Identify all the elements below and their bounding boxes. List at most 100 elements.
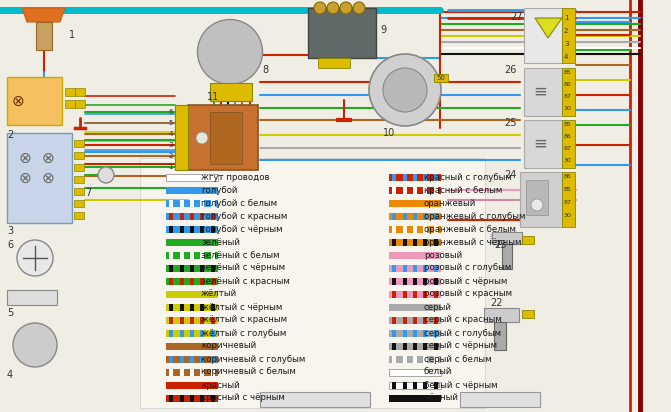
Bar xyxy=(562,120,575,168)
Text: оранжевый с белым: оранжевый с белым xyxy=(424,225,516,234)
Bar xyxy=(522,310,534,318)
Text: 2: 2 xyxy=(7,130,13,140)
Text: 87: 87 xyxy=(564,94,572,98)
Bar xyxy=(166,225,218,232)
Circle shape xyxy=(531,199,543,211)
Bar xyxy=(190,395,194,402)
Text: 5: 5 xyxy=(168,120,173,126)
Text: 22: 22 xyxy=(490,298,503,308)
Bar xyxy=(180,251,184,258)
Bar xyxy=(211,316,215,323)
Bar xyxy=(7,77,62,125)
Bar xyxy=(433,225,438,232)
Text: зелёный с белым: зелёный с белым xyxy=(201,250,280,260)
Bar xyxy=(413,290,417,297)
Text: ⊗: ⊗ xyxy=(42,171,54,185)
Text: чёрный: чёрный xyxy=(424,393,458,403)
Bar xyxy=(201,199,205,206)
Text: 23: 23 xyxy=(494,240,507,250)
Text: 85: 85 xyxy=(564,122,572,126)
Text: жгут проводов: жгут проводов xyxy=(201,173,270,182)
Bar xyxy=(190,251,194,258)
Text: 4: 4 xyxy=(168,131,173,137)
Bar xyxy=(413,278,417,285)
Text: ⊗: ⊗ xyxy=(19,150,32,166)
Bar xyxy=(166,304,218,311)
Bar xyxy=(392,330,397,337)
Text: 87: 87 xyxy=(564,199,572,204)
Text: серый: серый xyxy=(424,302,452,311)
Bar xyxy=(413,265,417,272)
Bar xyxy=(166,173,218,180)
Bar xyxy=(389,395,441,402)
Text: 3: 3 xyxy=(168,142,173,148)
Bar xyxy=(211,251,215,258)
Text: 26: 26 xyxy=(504,65,517,75)
Bar xyxy=(389,290,441,297)
Bar xyxy=(562,68,575,116)
Text: 1: 1 xyxy=(168,164,173,170)
Bar xyxy=(392,278,397,285)
Text: ⊗: ⊗ xyxy=(42,150,54,166)
Bar xyxy=(166,278,218,285)
Text: 2: 2 xyxy=(564,28,568,34)
Bar xyxy=(392,290,397,297)
Bar xyxy=(74,188,84,195)
Bar xyxy=(389,316,441,323)
Bar xyxy=(180,304,184,311)
Bar xyxy=(392,356,397,363)
Text: розовый с голубым: розовый с голубым xyxy=(424,264,511,272)
Bar xyxy=(423,187,427,194)
Text: коричневый: коричневый xyxy=(201,342,256,351)
Bar xyxy=(403,356,407,363)
Bar xyxy=(413,330,417,337)
Bar xyxy=(166,239,218,246)
Bar xyxy=(423,173,427,180)
Bar xyxy=(211,368,215,375)
Bar xyxy=(7,133,72,223)
Text: 11: 11 xyxy=(207,92,219,102)
Circle shape xyxy=(327,2,339,14)
Bar xyxy=(166,265,218,272)
Circle shape xyxy=(314,2,326,14)
Text: 4: 4 xyxy=(564,54,568,60)
Text: 7: 7 xyxy=(85,188,91,198)
Bar xyxy=(403,225,407,232)
Bar xyxy=(413,356,417,363)
Bar xyxy=(433,265,438,272)
Text: голубой: голубой xyxy=(201,185,238,194)
Bar xyxy=(389,199,441,206)
Bar xyxy=(190,304,194,311)
Bar xyxy=(74,176,84,183)
Bar xyxy=(423,278,427,285)
Text: 85: 85 xyxy=(564,187,572,192)
Bar xyxy=(403,173,407,180)
Text: коричневый с голубым: коричневый с голубым xyxy=(201,354,305,363)
Bar xyxy=(36,22,52,50)
Bar xyxy=(166,251,218,258)
Text: 3: 3 xyxy=(564,41,568,47)
Bar xyxy=(403,278,407,285)
Bar xyxy=(413,173,417,180)
Text: серый с красным: серый с красным xyxy=(424,316,502,325)
Bar xyxy=(413,225,417,232)
Bar xyxy=(169,368,173,375)
Bar xyxy=(201,225,205,232)
Text: 50: 50 xyxy=(436,75,445,81)
Bar xyxy=(169,330,173,337)
Bar xyxy=(211,356,215,363)
Bar xyxy=(74,152,84,159)
Bar xyxy=(201,304,205,311)
Bar xyxy=(166,330,218,337)
Bar xyxy=(403,316,407,323)
Bar xyxy=(180,199,184,206)
Bar xyxy=(413,187,417,194)
Bar xyxy=(180,368,184,375)
Text: голубой с чёрным: голубой с чёрным xyxy=(201,225,282,234)
Circle shape xyxy=(13,323,57,367)
Bar xyxy=(433,356,438,363)
Bar xyxy=(389,278,441,285)
Ellipse shape xyxy=(197,19,262,84)
Bar xyxy=(169,278,173,285)
Bar xyxy=(190,199,194,206)
